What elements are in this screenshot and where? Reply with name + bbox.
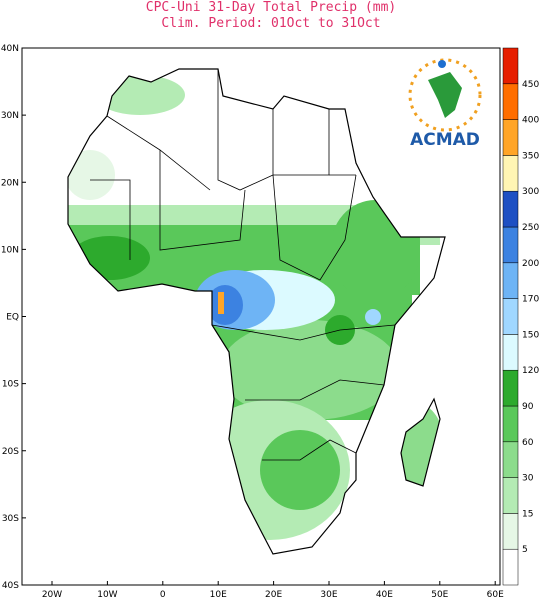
colorbar-box [502, 441, 519, 478]
colorbar-label: 350 [522, 151, 539, 161]
longitude-label: 50E [431, 590, 448, 600]
colorbar-box [502, 334, 519, 371]
colorbar-label: 200 [522, 259, 539, 269]
colorbar-label: 450 [522, 80, 539, 90]
colorbar-label: 15 [522, 509, 533, 519]
latitude-label: 20N [1, 178, 19, 188]
latitude-label: 30S [2, 514, 19, 524]
latitude-label: 10N [1, 245, 19, 255]
longitude-label: 20E [265, 590, 282, 600]
latitude-label: 10S [2, 380, 19, 390]
colorbar-label: 400 [522, 116, 539, 126]
colorbar-box [502, 477, 519, 514]
colorbar-box [502, 513, 519, 550]
longitude-label: 10W [97, 590, 117, 600]
colorbar-box [502, 190, 519, 228]
colorbar-box [502, 83, 519, 120]
latitude-label: 20S [2, 447, 19, 457]
colorbar-box [502, 262, 519, 299]
colorbar: 5 15 30 60 90 120 150 170 200 250 300 350 400 450 [502, 47, 539, 586]
longitude-label: 10E [210, 590, 227, 600]
colorbar-box [502, 226, 519, 264]
axes: 40N 30N 20N 10N EQ 10S 20S 30S 40S 20W 10W 0 10E 20E 3… [1, 44, 504, 600]
colorbar-label: 5 [522, 545, 528, 555]
subtitle: Clim. Period: 01Oct to 31Oct [161, 16, 380, 31]
colorbar-label: 120 [522, 366, 539, 376]
borders [90, 69, 396, 461]
title: CPC-Uni 31-Day Total Precip (mm) [146, 0, 396, 15]
logo: ACMAD [408, 58, 482, 150]
logo-text: ACMAD [410, 130, 480, 150]
longitude-label: 30E [320, 590, 337, 600]
colorbar-box [502, 119, 519, 156]
longitude-label: 20W [42, 590, 62, 600]
colorbar-box [502, 298, 519, 335]
latitude-label: 30N [1, 111, 19, 121]
colorbar-box [502, 155, 519, 192]
latitude-label: EQ [6, 313, 19, 323]
colorbar-label: 250 [522, 223, 539, 233]
colorbar-box [502, 548, 519, 586]
colorbar-box [502, 405, 519, 443]
longitude-label: 0 [160, 590, 166, 600]
latitude-label: 40S [2, 581, 19, 591]
colorbar-label: 30 [522, 474, 534, 484]
colorbar-label: 150 [522, 330, 539, 340]
colorbar-label: 300 [522, 187, 539, 197]
colorbar-label: 90 [522, 402, 534, 412]
colorbar-label: 60 [522, 438, 534, 448]
colorbar-box [502, 369, 519, 407]
colorbar-box [502, 47, 519, 85]
longitude-label: 60E [487, 590, 504, 600]
coastline [67, 68, 446, 555]
latitude-label: 40N [1, 44, 19, 54]
colorbar-label: 170 [522, 295, 539, 305]
longitude-label: 40E [376, 590, 393, 600]
